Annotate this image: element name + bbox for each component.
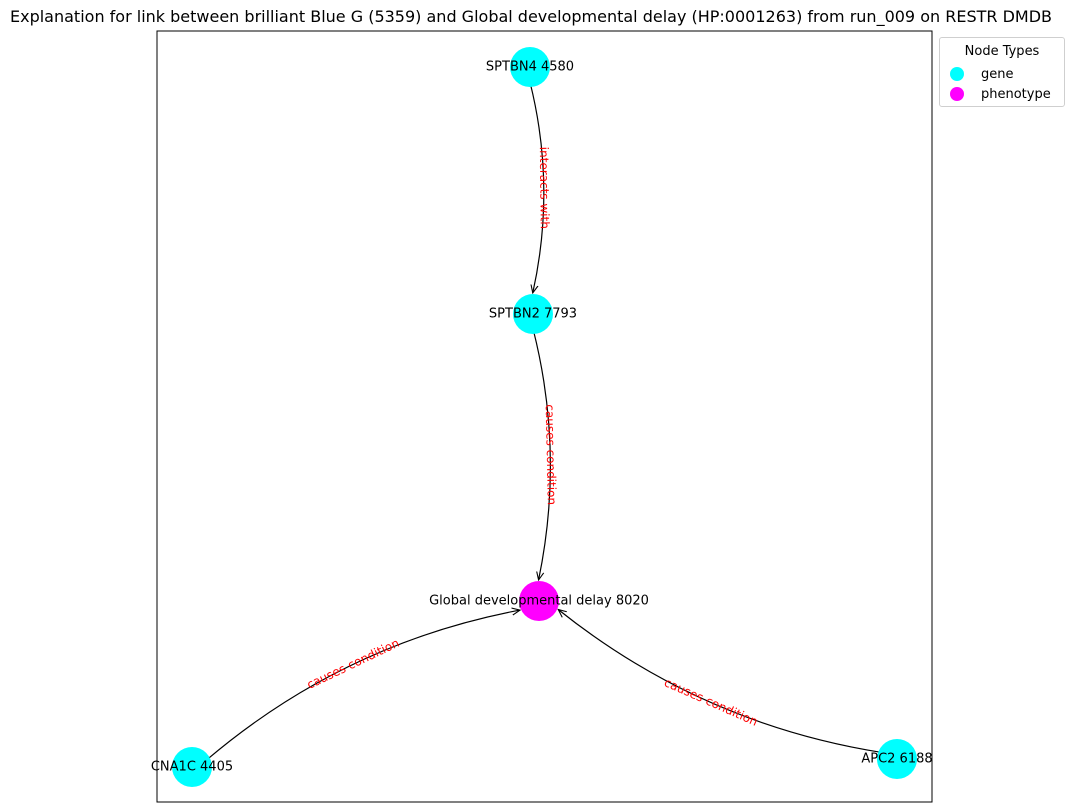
nodes-layer: SPTBN4 4580 SPTBN2 7793 Global development… <box>151 47 933 787</box>
edge-label: causes condition <box>305 636 402 692</box>
edge-line <box>206 610 520 761</box>
figure-title: Explanation for link between brilliant B… <box>10 7 1052 26</box>
gene-node <box>877 739 917 779</box>
node-label: APC2 6188 <box>861 752 932 767</box>
edge-label: causes condition <box>543 404 559 505</box>
edge-line <box>558 609 883 754</box>
node-label: SPTBN4 4580 <box>486 60 574 75</box>
legend-item-phenotype: phenotype <box>950 85 1051 103</box>
node-label: Global developmental delay 8020 <box>429 594 649 609</box>
legend-item-gene: gene <box>950 65 1014 83</box>
edges-layer: interacts with causes condition causes con… <box>206 82 883 761</box>
gene-marker-icon <box>950 67 964 81</box>
phenotype-marker-icon <box>950 87 964 101</box>
gene-node <box>172 747 212 787</box>
plot-frame <box>156 30 933 803</box>
edge-label: causes condition <box>662 675 760 728</box>
legend: Node Types gene phenotype <box>939 37 1065 107</box>
legend-title: Node Types <box>964 44 1040 59</box>
node-label: CNA1C 4405 <box>151 760 233 775</box>
legend-label-phenotype: phenotype <box>981 86 1051 102</box>
edge-line <box>532 329 552 580</box>
gene-node <box>513 294 553 334</box>
phenotype-node <box>519 581 559 621</box>
edge-line <box>529 82 545 293</box>
node-label: SPTBN2 7793 <box>489 307 577 322</box>
gene-node <box>510 47 550 87</box>
edge-label: interacts with <box>537 147 552 229</box>
legend-label-gene: gene <box>981 66 1014 82</box>
